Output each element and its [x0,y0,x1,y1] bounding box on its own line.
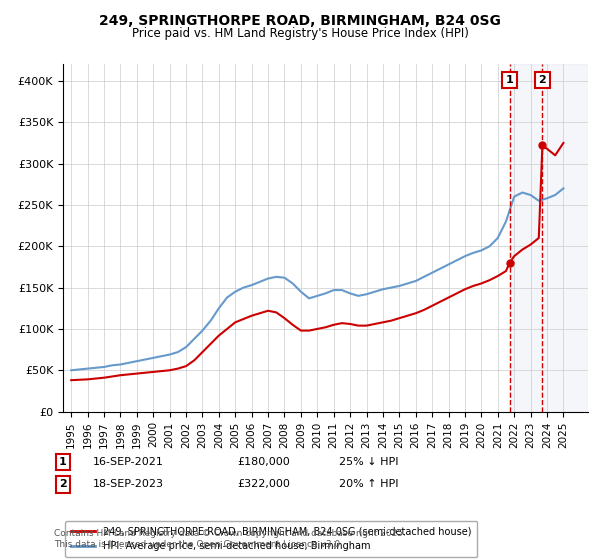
Text: 18-SEP-2023: 18-SEP-2023 [93,479,164,489]
Bar [509,64,588,412]
Text: Contains HM Land Registry data © Crown copyright and database right 2025.
This d: Contains HM Land Registry data © Crown c… [54,529,406,549]
Text: £180,000: £180,000 [237,457,290,467]
Text: 2: 2 [59,479,67,489]
Text: 25% ↓ HPI: 25% ↓ HPI [339,457,398,467]
Text: £322,000: £322,000 [237,479,290,489]
Text: 249, SPRINGTHORPE ROAD, BIRMINGHAM, B24 0SG: 249, SPRINGTHORPE ROAD, BIRMINGHAM, B24 … [99,14,501,28]
Legend: 249, SPRINGTHORPE ROAD, BIRMINGHAM, B24 0SG (semi-detached house), HPI: Average : 249, SPRINGTHORPE ROAD, BIRMINGHAM, B24 … [65,521,478,557]
Text: 2: 2 [539,75,546,85]
Text: Price paid vs. HM Land Registry's House Price Index (HPI): Price paid vs. HM Land Registry's House … [131,27,469,40]
Text: 20% ↑ HPI: 20% ↑ HPI [339,479,398,489]
Text: 1: 1 [506,75,514,85]
Text: 1: 1 [59,457,67,467]
Text: 16-SEP-2021: 16-SEP-2021 [93,457,164,467]
